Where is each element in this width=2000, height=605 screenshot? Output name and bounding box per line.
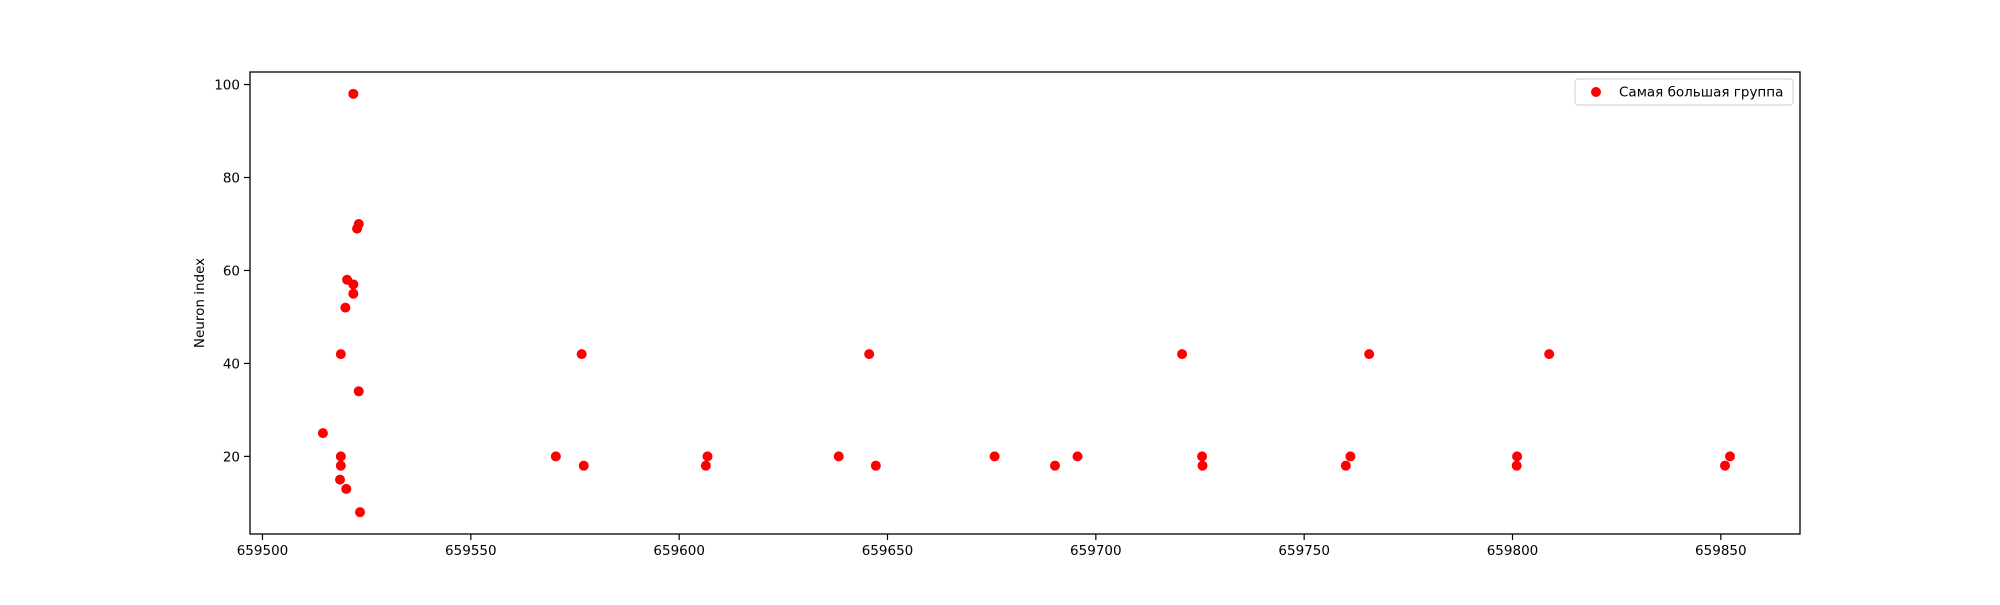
y-tick-label: 20 xyxy=(223,449,240,465)
data-point xyxy=(1197,460,1208,471)
data-point xyxy=(1072,451,1083,462)
data-point xyxy=(353,386,364,397)
data-point xyxy=(335,451,346,462)
data-point xyxy=(1725,451,1735,462)
legend-marker xyxy=(1591,87,1601,97)
legend-box xyxy=(1574,78,1794,106)
data-point xyxy=(576,349,587,360)
data-point xyxy=(1050,460,1060,471)
data-point xyxy=(348,279,359,290)
data-point xyxy=(550,451,561,462)
x-tick-label: 659500 xyxy=(237,543,289,559)
x-tick-label: 659750 xyxy=(1278,543,1330,559)
x-tick-label: 659600 xyxy=(653,543,705,559)
x-tick-label: 659850 xyxy=(1695,543,1747,559)
x-tick-label: 659550 xyxy=(445,543,497,559)
plot-frame xyxy=(249,71,1801,535)
data-point xyxy=(1197,451,1208,462)
data-point xyxy=(578,460,589,471)
data-point xyxy=(1544,349,1555,360)
data-point xyxy=(341,483,352,494)
data-point xyxy=(355,507,365,518)
data-point xyxy=(335,460,346,471)
x-axis: 659500 659550 659600 659650 659700 659750 6598… xyxy=(237,534,1747,559)
data-point xyxy=(870,460,881,471)
y-tick-label: 40 xyxy=(223,356,240,372)
data-point xyxy=(864,349,875,360)
points-layer xyxy=(317,88,1735,518)
legend-label: Самая большая группа xyxy=(1619,85,1783,101)
x-tick-label: 659700 xyxy=(1070,543,1122,559)
data-point xyxy=(348,88,359,99)
data-point xyxy=(335,474,345,485)
y-tick-label: 80 xyxy=(223,171,240,187)
data-point xyxy=(1340,460,1351,471)
data-point xyxy=(702,451,713,462)
data-point xyxy=(1512,451,1523,462)
data-point xyxy=(348,288,359,299)
y-tick-label: 100 xyxy=(214,78,240,94)
data-point xyxy=(317,428,328,439)
data-point xyxy=(700,460,711,471)
data-point xyxy=(1720,460,1730,471)
data-point xyxy=(1177,349,1188,360)
legend: Самая большая группа xyxy=(1574,78,1794,106)
x-tick-label: 659800 xyxy=(1487,543,1539,559)
data-point xyxy=(1364,349,1375,360)
y-axis: 20 40 60 80 100 xyxy=(214,78,250,465)
y-tick-label: 60 xyxy=(223,263,240,279)
data-point xyxy=(1511,460,1522,471)
data-point xyxy=(1345,451,1356,462)
data-point xyxy=(833,451,844,462)
x-tick-label: 659650 xyxy=(862,543,914,559)
data-point xyxy=(989,451,1000,462)
data-point xyxy=(353,218,364,229)
y-axis-label: Neuron index xyxy=(192,258,208,348)
data-point xyxy=(340,302,351,313)
data-point xyxy=(335,349,346,360)
